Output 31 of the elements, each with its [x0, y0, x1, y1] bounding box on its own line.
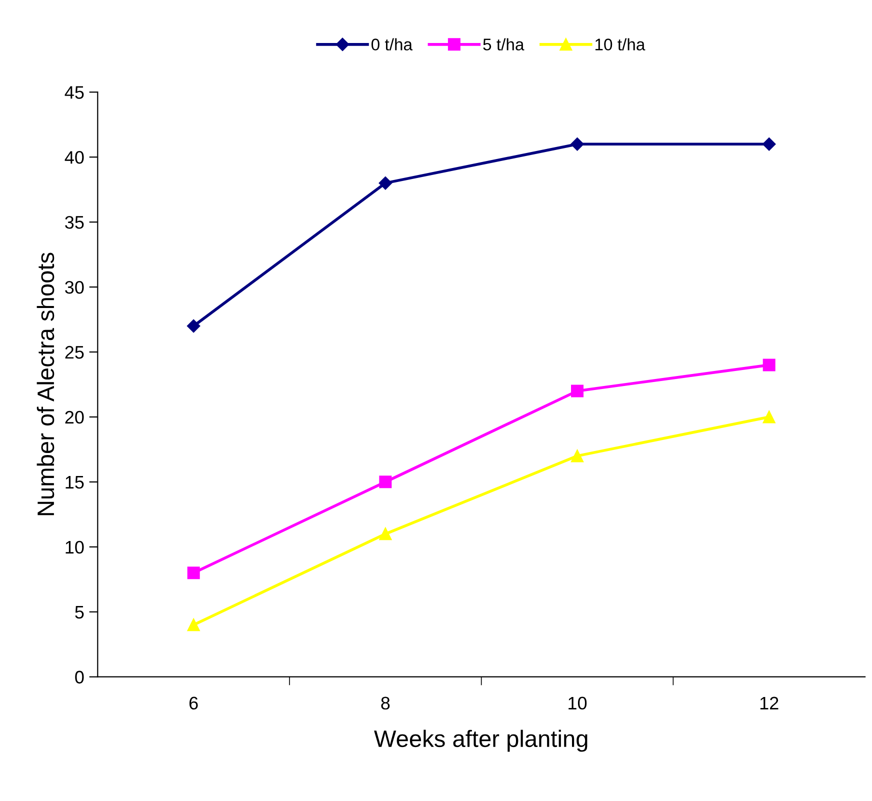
point	[571, 450, 584, 462]
y-tick-label: 0	[75, 670, 84, 684]
point	[762, 358, 776, 372]
x-tick-label: 10	[568, 696, 587, 710]
legend-label: 0 t/ha	[371, 38, 413, 50]
legend-label: 10 t/ha	[595, 38, 646, 50]
y-tick-label: 15	[66, 476, 84, 489]
point	[187, 566, 200, 580]
x-tick-label: 6	[189, 696, 198, 710]
y-tick-label: 25	[65, 346, 84, 359]
point	[187, 618, 200, 632]
y-tick-label: 45	[64, 86, 84, 99]
x-tick-label: 8	[381, 696, 390, 710]
y-tick-label: 5	[75, 606, 84, 619]
y-tick-label: 35	[65, 216, 84, 229]
point	[378, 176, 392, 190]
legend-label: 5 t/ha	[483, 38, 524, 50]
point	[762, 138, 776, 151]
x-axis-title: Weeks after planting	[374, 730, 588, 752]
y-tick-label: 10	[66, 540, 84, 554]
point	[379, 528, 392, 540]
x-tick-label: 12	[760, 696, 778, 710]
y-tick-label: 30	[65, 280, 84, 294]
y-axis-title: Number of Alectra shoots	[36, 252, 54, 516]
point	[762, 410, 776, 424]
y-tick-label: 20	[65, 410, 84, 424]
y-tick-label: 40	[64, 151, 84, 164]
point	[379, 476, 392, 488]
point	[570, 138, 584, 151]
point	[571, 384, 584, 398]
point	[186, 319, 200, 333]
